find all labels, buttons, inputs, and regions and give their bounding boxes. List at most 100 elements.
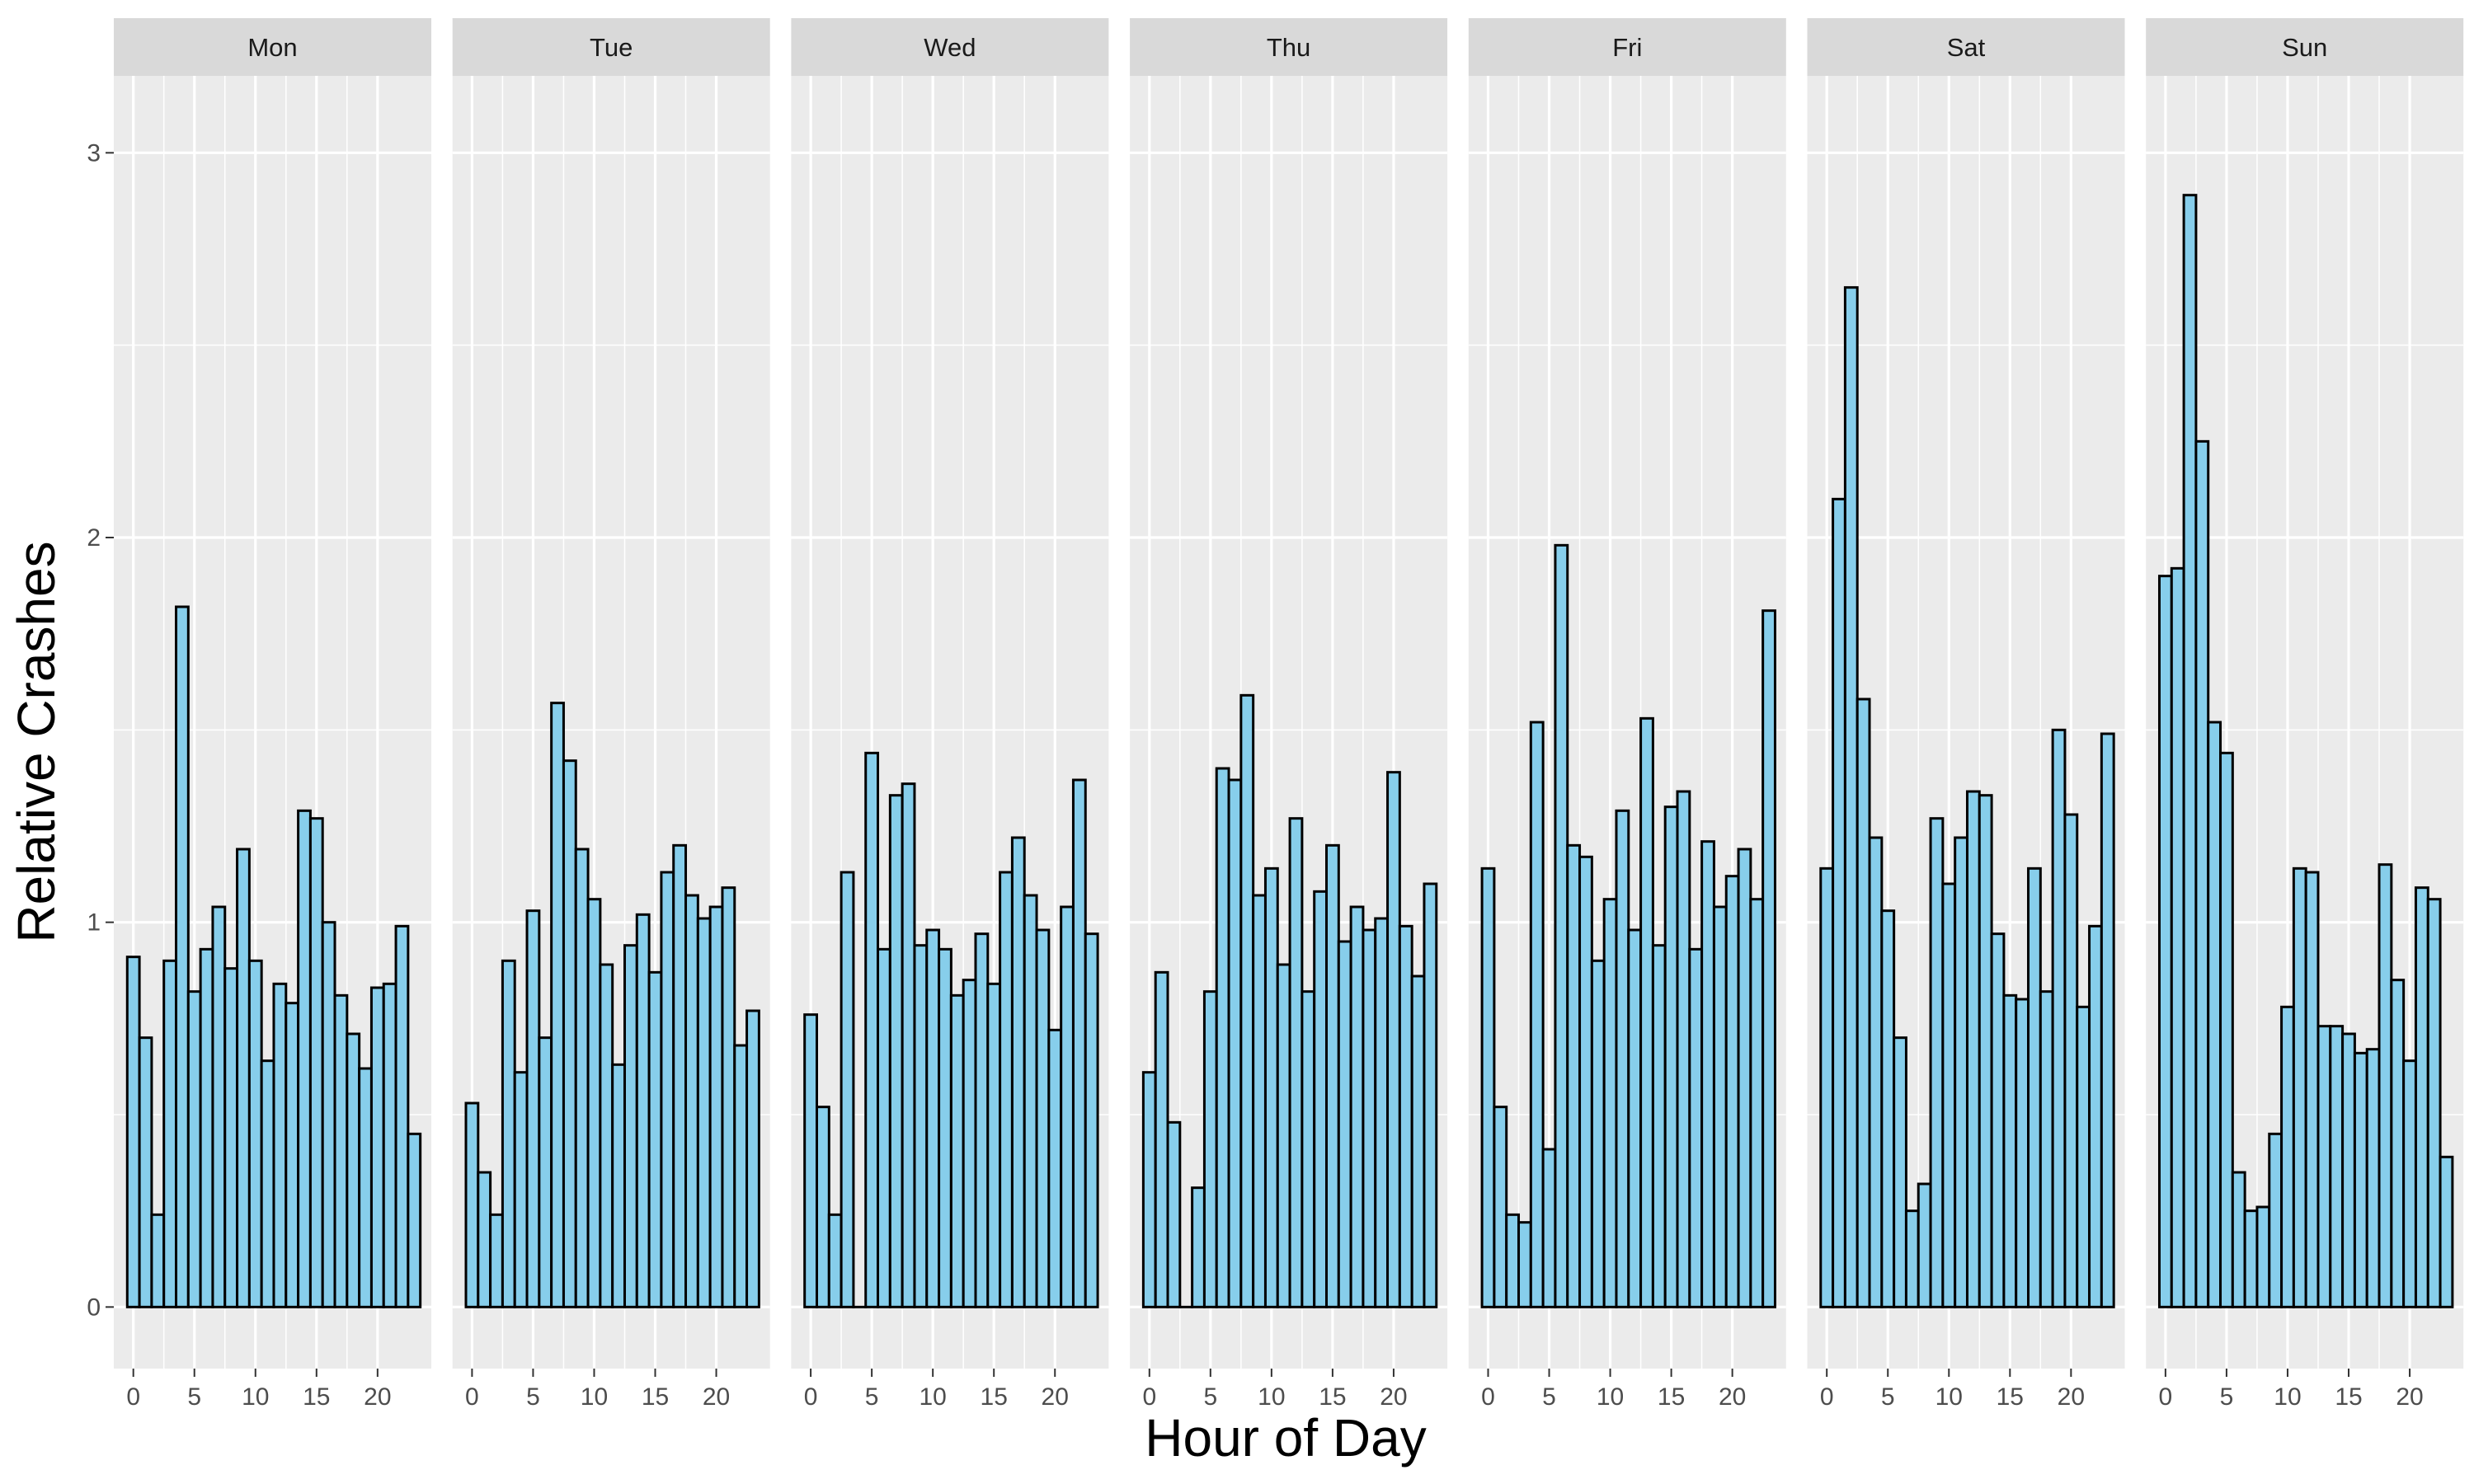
- bar-tue-hour-8: [562, 759, 577, 1308]
- facet-panel-sun: Sun 0 5 10 15 20: [2146, 18, 2464, 1411]
- bar-sat-hour-22: [2088, 924, 2103, 1308]
- bar-wed-hour-13: [962, 979, 977, 1308]
- facet-strip: [791, 18, 1109, 76]
- bar-fri-hour-17: [1688, 947, 1704, 1308]
- bar-fri-hour-2: [1505, 1213, 1521, 1308]
- facet-panels: Mon 0 5 10 15 20 Tue 0 5 10 15 20 Wed 0 5 10 15 20 Thu 0 5 10…: [114, 18, 2464, 1411]
- bar-thu-hour-21: [1398, 924, 1413, 1308]
- bar-sat-hour-23: [2100, 732, 2115, 1308]
- bar-wed-hour-21: [1060, 905, 1075, 1308]
- bar-thu-hour-14: [1313, 890, 1329, 1308]
- bar-fri-hour-5: [1541, 1148, 1557, 1308]
- y-tick-label: 1: [87, 909, 101, 937]
- bar-wed-hour-20: [1047, 1028, 1063, 1308]
- x-tick-label: 0: [126, 1383, 140, 1411]
- bar-sun-hour-4: [2207, 721, 2222, 1308]
- bar-mon-hour-11: [260, 1059, 275, 1308]
- bar-thu-hour-4: [1191, 1186, 1206, 1308]
- bar-thu-hour-13: [1300, 990, 1316, 1308]
- bar-thu-hour-9: [1252, 894, 1267, 1308]
- bar-wed-hour-9: [913, 944, 929, 1308]
- bar-sun-hour-5: [2219, 751, 2234, 1308]
- bar-sat-hour-4: [1868, 836, 1884, 1308]
- bar-thu-hour-5: [1202, 990, 1218, 1308]
- bar-sat-hour-14: [1990, 932, 2006, 1308]
- bar-sat-hour-5: [1880, 909, 1896, 1308]
- bar-tue-hour-19: [696, 917, 712, 1308]
- bar-mon-hour-1: [138, 1036, 153, 1308]
- x-tick-label: 0: [1142, 1383, 1156, 1411]
- x-tick-label: 15: [2335, 1383, 2362, 1411]
- bar-wed-hour-5: [864, 751, 880, 1308]
- bar-thu-hour-17: [1349, 905, 1365, 1308]
- bar-sun-hour-6: [2231, 1171, 2246, 1308]
- bar-wed-hour-2: [827, 1213, 843, 1308]
- bar-wed-hour-18: [1023, 894, 1038, 1308]
- x-tick-label: 20: [1380, 1383, 1407, 1411]
- bar-mon-hour-13: [285, 1002, 300, 1308]
- facet-strip: [1468, 18, 1786, 76]
- bar-fri-hour-7: [1566, 843, 1582, 1308]
- bar-fri-hour-12: [1627, 928, 1643, 1308]
- bar-tue-hour-18: [684, 894, 699, 1308]
- bar-wed-hour-23: [1084, 932, 1099, 1308]
- x-tick-label: 20: [1719, 1383, 1746, 1411]
- facet-strip: [452, 18, 770, 76]
- bar-fri-hour-22: [1749, 898, 1765, 1308]
- bar-mon-hour-8: [223, 967, 239, 1308]
- bar-thu-hour-22: [1410, 974, 1426, 1308]
- bar-thu-hour-16: [1337, 940, 1352, 1308]
- bar-sat-hour-16: [2015, 998, 2030, 1308]
- x-tick-label: 5: [865, 1383, 879, 1411]
- bar-mon-hour-20: [369, 986, 385, 1308]
- bar-tue-hour-15: [647, 970, 663, 1308]
- bar-sat-hour-9: [1929, 817, 1945, 1308]
- bar-sat-hour-3: [1856, 697, 1871, 1308]
- y-tick-label: 0: [87, 1294, 101, 1321]
- x-tick-label: 20: [2058, 1383, 2085, 1411]
- bar-mon-hour-17: [333, 993, 349, 1308]
- bar-sun-hour-1: [2170, 566, 2185, 1308]
- bar-sun-hour-23: [2439, 1155, 2454, 1308]
- x-tick-label: 20: [703, 1383, 730, 1411]
- x-tick-label: 20: [2396, 1383, 2423, 1411]
- x-tick-label: 5: [526, 1383, 540, 1411]
- x-tick-label: 15: [981, 1383, 1008, 1411]
- bar-sat-hour-13: [1978, 794, 1993, 1308]
- bar-sun-hour-10: [2280, 1005, 2295, 1308]
- bar-fri-hour-0: [1480, 866, 1496, 1308]
- bar-sat-hour-17: [2027, 866, 2042, 1308]
- bar-sun-hour-7: [2243, 1209, 2259, 1308]
- facet-strip-label: Fri: [1612, 33, 1642, 62]
- bar-wed-hour-12: [949, 993, 965, 1308]
- bar-tue-hour-12: [611, 1063, 626, 1308]
- bar-sat-hour-19: [2051, 728, 2067, 1308]
- facet-panel-fri: Fri 0 5 10 15 20: [1468, 18, 1786, 1411]
- bar-sun-hour-8: [2255, 1205, 2271, 1308]
- facet-strip: [2146, 18, 2464, 76]
- bar-tue-hour-6: [538, 1036, 553, 1308]
- bar-sat-hour-0: [1819, 866, 1835, 1308]
- x-tick-label: 5: [1542, 1383, 1556, 1411]
- facet-panel-thu: Thu 0 5 10 15 20: [1130, 18, 1448, 1411]
- bar-mon-hour-22: [394, 924, 410, 1308]
- bar-sun-hour-9: [2268, 1132, 2284, 1308]
- bar-wed-hour-11: [938, 947, 952, 1308]
- bar-mon-hour-3: [162, 959, 178, 1308]
- bar-tue-hour-17: [672, 843, 688, 1308]
- bar-mon-hour-4: [175, 605, 190, 1308]
- x-tick-label: 5: [1881, 1383, 1895, 1411]
- bar-sat-hour-11: [1954, 836, 1968, 1308]
- bar-sat-hour-8: [1917, 1182, 1932, 1308]
- bar-fri-hour-15: [1663, 805, 1679, 1308]
- bar-fri-hour-4: [1529, 721, 1545, 1308]
- bar-tue-hour-9: [574, 848, 590, 1308]
- bar-sun-hour-18: [2378, 863, 2393, 1308]
- bar-fri-hour-16: [1676, 790, 1691, 1308]
- x-tick-label: 10: [2274, 1383, 2301, 1411]
- bar-thu-hour-7: [1227, 778, 1243, 1308]
- bar-wed-hour-17: [1010, 836, 1026, 1308]
- bar-wed-hour-16: [999, 871, 1014, 1308]
- bar-sun-hour-16: [2353, 1051, 2368, 1308]
- bar-thu-hour-20: [1386, 771, 1401, 1308]
